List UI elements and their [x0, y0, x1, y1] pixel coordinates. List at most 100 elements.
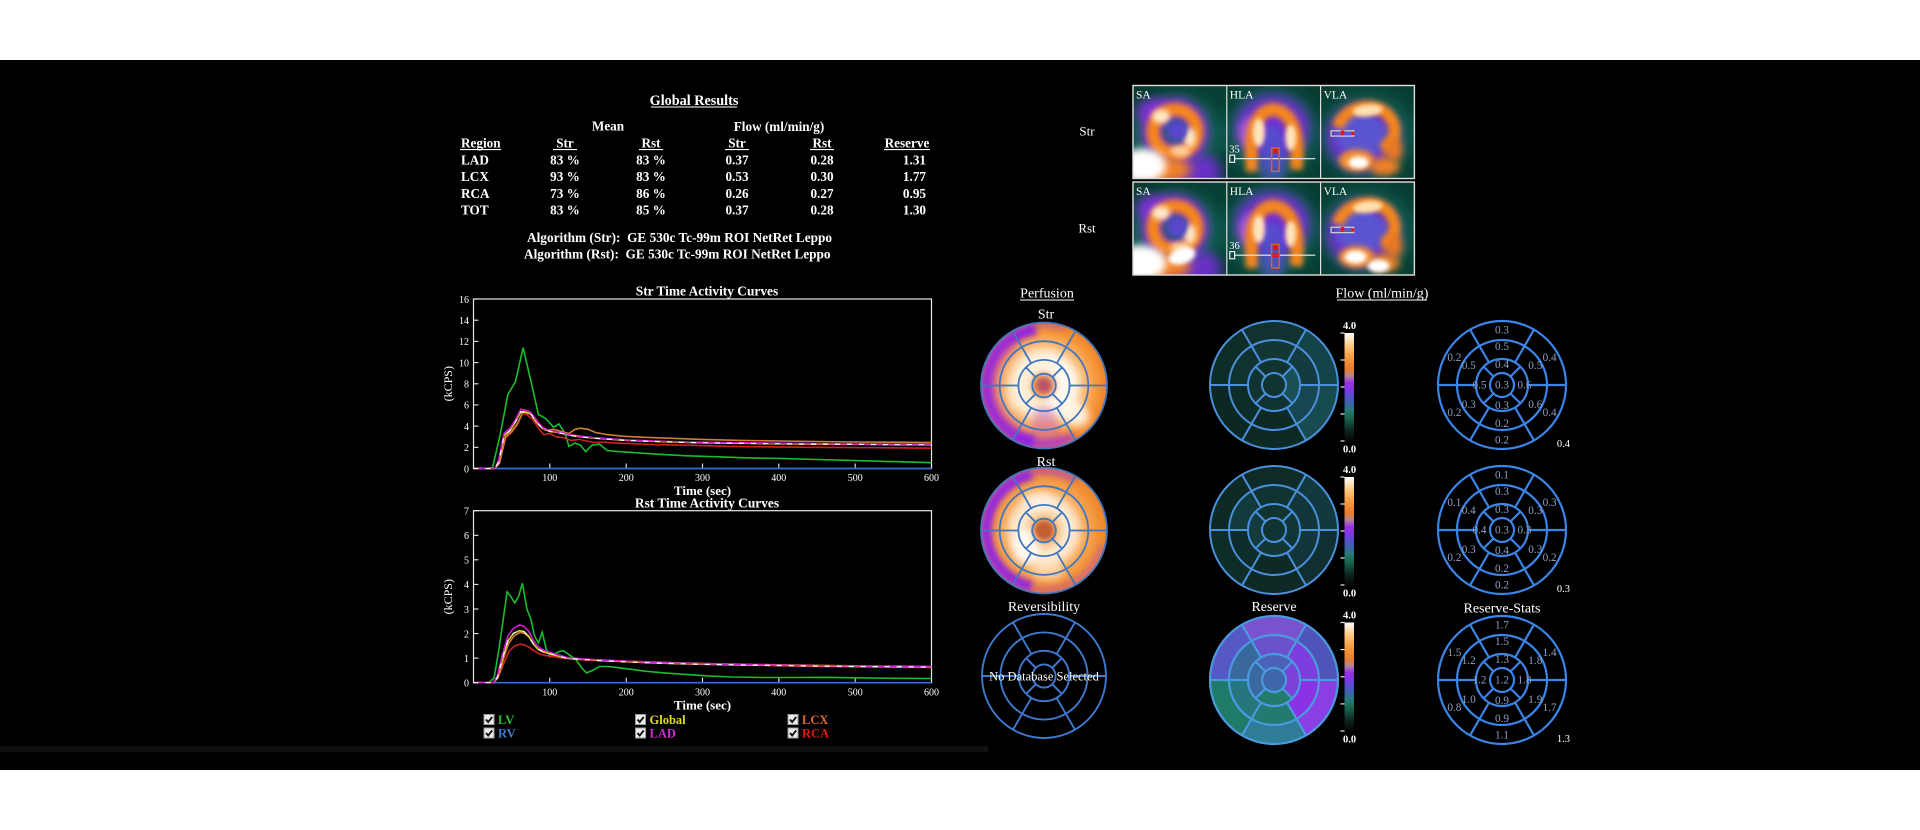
svg-text:Reserve: Reserve [1251, 600, 1296, 615]
svg-text:0.4: 0.4 [1543, 407, 1557, 419]
svg-text:1.2: 1.2 [1495, 675, 1509, 687]
svg-text:Reserve: Reserve [885, 135, 930, 150]
svg-text:Reserve-Stats: Reserve-Stats [1464, 602, 1541, 617]
svg-text:Str: Str [728, 135, 746, 150]
svg-text:0.6: 0.6 [1528, 399, 1542, 411]
svg-text:400: 400 [771, 473, 786, 484]
svg-text:1.5: 1.5 [1447, 647, 1461, 659]
svg-text:300: 300 [695, 688, 710, 699]
svg-text:0.37: 0.37 [725, 203, 748, 218]
svg-text:No Database Selected: No Database Selected [989, 670, 1099, 684]
svg-text:83 %: 83 % [550, 203, 580, 218]
svg-text:200: 200 [619, 473, 634, 484]
svg-text:0.5: 0.5 [1495, 341, 1509, 353]
svg-text:14: 14 [459, 316, 469, 327]
svg-text:1.1: 1.1 [1495, 730, 1509, 742]
svg-text:300: 300 [695, 473, 710, 484]
svg-text:0.3: 0.3 [1543, 497, 1557, 509]
svg-text:SA: SA [1136, 90, 1151, 102]
svg-text:(kCPS): (kCPS) [441, 366, 455, 401]
svg-text:10: 10 [459, 358, 469, 369]
svg-text:Rst: Rst [1078, 221, 1096, 236]
svg-text:0.9: 0.9 [1495, 695, 1509, 707]
svg-text:4: 4 [464, 580, 469, 591]
svg-text:Rst: Rst [1037, 455, 1056, 470]
svg-text:4: 4 [464, 422, 469, 433]
svg-text:Mean: Mean [592, 119, 625, 134]
svg-text:0.4: 0.4 [1543, 352, 1557, 364]
svg-text:0.4: 0.4 [1473, 525, 1487, 537]
svg-text:VLA: VLA [1324, 186, 1348, 198]
svg-text:0.3: 0.3 [1495, 486, 1509, 498]
svg-text:1.9: 1.9 [1528, 694, 1542, 706]
svg-text:0.0: 0.0 [1343, 735, 1356, 746]
svg-text:0.4: 0.4 [1495, 359, 1509, 371]
svg-text:86 %: 86 % [636, 186, 666, 201]
svg-text:1.7: 1.7 [1495, 620, 1509, 632]
svg-text:1.4: 1.4 [1543, 647, 1557, 659]
svg-text:SA: SA [1136, 186, 1151, 198]
svg-text:6: 6 [464, 531, 469, 542]
svg-text:Flow (ml/min/g): Flow (ml/min/g) [734, 119, 824, 134]
svg-text:4.0: 4.0 [1343, 465, 1356, 476]
svg-text:0.2: 0.2 [1447, 407, 1461, 419]
svg-text:0.2: 0.2 [1543, 552, 1557, 564]
svg-text:Global Results: Global Results [650, 93, 739, 109]
svg-text:0.95: 0.95 [903, 186, 926, 201]
svg-text:HLA: HLA [1230, 90, 1254, 102]
svg-text:12: 12 [459, 337, 469, 348]
svg-text:0.2: 0.2 [1495, 435, 1509, 447]
svg-text:85 %: 85 % [636, 203, 666, 218]
svg-text:0.28: 0.28 [810, 153, 833, 168]
svg-text:0.26: 0.26 [725, 186, 748, 201]
svg-text:Str Time Activity Curves: Str Time Activity Curves [636, 284, 778, 299]
svg-text:0: 0 [464, 464, 469, 475]
svg-text:500: 500 [848, 473, 863, 484]
svg-text:0.5: 0.5 [1528, 360, 1542, 372]
svg-text:0.3: 0.3 [1462, 399, 1476, 411]
svg-text:35: 35 [1229, 145, 1240, 156]
svg-text:1.2: 1.2 [1473, 675, 1487, 687]
svg-text:7: 7 [464, 507, 469, 518]
svg-text:0.2: 0.2 [1447, 552, 1461, 564]
svg-text:0.1: 0.1 [1495, 470, 1509, 482]
svg-text:400: 400 [771, 688, 786, 699]
svg-text:6: 6 [464, 401, 469, 412]
svg-text:Algorithm (Rst): GE 530c Tc-9: Algorithm (Rst): GE 530c Tc-99m ROI NetR… [524, 247, 831, 262]
svg-text:Perfusion: Perfusion [1020, 287, 1074, 302]
svg-text:5: 5 [464, 556, 469, 567]
svg-text:100: 100 [542, 688, 557, 699]
svg-text:0.4: 0.4 [1557, 439, 1571, 450]
svg-text:RCA: RCA [461, 186, 490, 201]
svg-text:1.8: 1.8 [1528, 655, 1542, 667]
svg-text:2: 2 [464, 443, 469, 454]
svg-text:Rst Time Activity Curves: Rst Time Activity Curves [635, 496, 779, 511]
svg-text:83 %: 83 % [636, 153, 666, 168]
svg-text:0.4: 0.4 [1495, 545, 1509, 557]
svg-text:0.8: 0.8 [1447, 702, 1461, 714]
svg-text:Time (sec): Time (sec) [674, 698, 731, 713]
svg-text:1.31: 1.31 [903, 153, 926, 168]
svg-text:0.3: 0.3 [1495, 325, 1509, 337]
svg-text:0.4: 0.4 [1462, 505, 1476, 517]
svg-text:8: 8 [464, 380, 469, 391]
svg-text:TOT: TOT [461, 203, 489, 218]
svg-text:0.3: 0.3 [1462, 544, 1476, 556]
svg-text:0.3: 0.3 [1495, 380, 1509, 392]
svg-text:0.3: 0.3 [1528, 544, 1542, 556]
svg-text:1.8: 1.8 [1518, 675, 1532, 687]
svg-text:0.0: 0.0 [1343, 589, 1356, 600]
svg-text:0: 0 [464, 679, 469, 690]
svg-text:0.3: 0.3 [1495, 400, 1509, 412]
svg-text:100: 100 [542, 473, 557, 484]
svg-text:1.5: 1.5 [1495, 636, 1509, 648]
svg-text:Time (sec): Time (sec) [674, 483, 731, 498]
svg-text:RV: RV [498, 727, 516, 741]
svg-text:1.3: 1.3 [1495, 654, 1509, 666]
svg-text:0.5: 0.5 [1473, 380, 1487, 392]
svg-text:HLA: HLA [1230, 186, 1254, 198]
svg-text:Reversibility: Reversibility [1008, 600, 1080, 615]
svg-text:0.2: 0.2 [1447, 352, 1461, 364]
svg-text:0.6: 0.6 [1518, 380, 1532, 392]
svg-text:LV: LV [498, 713, 514, 727]
